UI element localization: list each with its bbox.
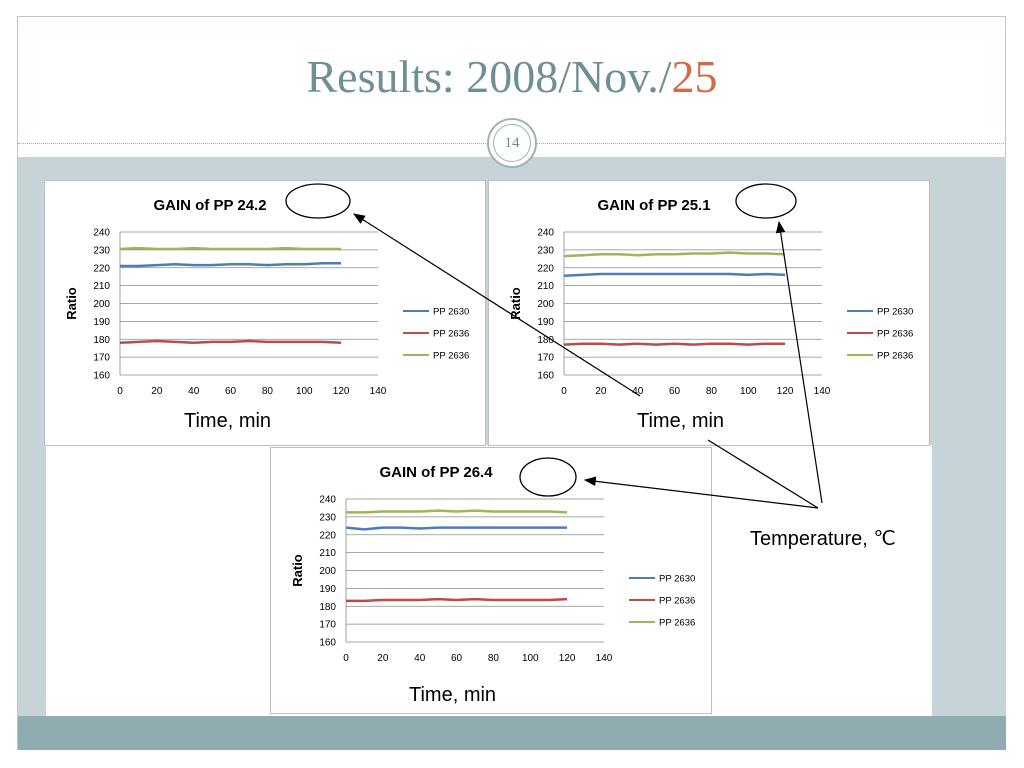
legend-label-2: PP 2636 xyxy=(433,329,469,340)
x-tick-label: 80 xyxy=(488,653,500,664)
legend-label-3: PP 2636 xyxy=(877,351,913,362)
x-tick-label: 20 xyxy=(595,386,607,397)
x-tick-label: 100 xyxy=(296,386,313,397)
y-tick-label: 190 xyxy=(93,317,110,328)
x-tick-label: 40 xyxy=(632,386,644,397)
x-tick-label: 100 xyxy=(522,653,539,664)
x-tick-label: 120 xyxy=(333,386,350,397)
series-line-3 xyxy=(346,509,568,514)
x-tick-label: 140 xyxy=(370,386,387,397)
chart-title: GAIN of PP 25.1 xyxy=(597,197,710,214)
x-tick-label: 0 xyxy=(343,653,349,664)
y-tick-label: 220 xyxy=(537,263,554,274)
legend-label-3: PP 2636 xyxy=(433,351,469,362)
legend-label-1: PP 2630 xyxy=(659,574,695,585)
slide-number-badge: 14 xyxy=(487,118,537,168)
chart-title: GAIN of PP 26.4 xyxy=(379,464,493,481)
y-tick-label: 210 xyxy=(537,281,554,292)
y-tick-label: 220 xyxy=(319,530,336,541)
slide-title: Results: 2008/Nov./25 xyxy=(0,50,1024,103)
series-line-2 xyxy=(346,597,568,603)
arrow-to-chart-2 xyxy=(775,220,823,504)
y-tick-label: 210 xyxy=(93,281,110,292)
series-line-2 xyxy=(119,339,342,345)
chart-gain-pp-1: GAIN of PP 24.2 160 170 180 190 200 210 220 230 2… xyxy=(44,180,486,446)
y-tick-label: 200 xyxy=(537,299,554,310)
y-tick-label: 200 xyxy=(319,566,336,577)
x-tick-label: 80 xyxy=(706,386,718,397)
chart-gain-pp-2: GAIN of PP 25.1 160 170 180 190 200 210 220 230 2… xyxy=(488,180,930,446)
x-tick-label: 40 xyxy=(188,386,200,397)
x-tick-label: 60 xyxy=(225,386,237,397)
chart-title: GAIN of PP 24.2 xyxy=(153,197,266,214)
series-line-3 xyxy=(119,246,342,251)
x-tick-label: 80 xyxy=(262,386,274,397)
x-tick-label: 120 xyxy=(559,653,576,664)
y-tick-label: 240 xyxy=(537,228,554,239)
connector-line xyxy=(707,439,819,509)
x-axis-label-2: Time, min xyxy=(633,410,729,433)
legend-label-1: PP 2630 xyxy=(433,307,469,318)
y-tick-label: 180 xyxy=(537,335,554,346)
y-tick-label: 200 xyxy=(93,299,110,310)
x-tick-label: 20 xyxy=(151,386,163,397)
y-tick-label: 190 xyxy=(537,317,554,328)
arrow-to-chart-3 xyxy=(583,476,819,509)
slide-number: 14 xyxy=(493,124,531,162)
legend-label-2: PP 2636 xyxy=(659,596,695,607)
y-tick-label: 230 xyxy=(319,512,336,523)
legend-label-3: PP 2636 xyxy=(659,618,695,629)
legend-label-1: PP 2630 xyxy=(877,307,913,318)
x-tick-label: 0 xyxy=(561,386,567,397)
y-axis-label: Ratio xyxy=(290,554,305,587)
y-axis-label: Ratio xyxy=(508,287,523,320)
x-tick-label: 60 xyxy=(451,653,463,664)
title-accent: 25 xyxy=(671,51,718,102)
chart-svg-2: GAIN of PP 25.11601701801902002102202302… xyxy=(508,197,913,397)
y-tick-label: 160 xyxy=(93,371,110,382)
title-prefix: Results: 2008/Nov./ xyxy=(306,51,672,102)
x-tick-label: 20 xyxy=(377,653,389,664)
y-tick-label: 160 xyxy=(537,371,554,382)
y-tick-label: 180 xyxy=(93,335,110,346)
y-tick-label: 170 xyxy=(537,353,554,364)
highlight-ellipse-1 xyxy=(285,183,351,219)
y-tick-label: 220 xyxy=(93,263,110,274)
x-tick-label: 140 xyxy=(596,653,613,664)
y-tick-label: 210 xyxy=(319,548,336,559)
x-axis-label-3: Time, min xyxy=(405,684,501,707)
x-tick-label: 60 xyxy=(669,386,681,397)
y-tick-label: 170 xyxy=(319,620,336,631)
y-tick-label: 190 xyxy=(319,584,336,595)
x-tick-label: 100 xyxy=(740,386,757,397)
series-line-1 xyxy=(120,262,342,268)
y-tick-label: 180 xyxy=(319,602,336,613)
y-tick-label: 240 xyxy=(93,228,110,239)
y-tick-label: 160 xyxy=(319,638,336,649)
y-axis-label: Ratio xyxy=(64,287,79,320)
highlight-ellipse-2 xyxy=(735,183,797,219)
x-tick-label: 140 xyxy=(814,386,831,397)
x-tick-label: 0 xyxy=(117,386,123,397)
temperature-annotation: Temperature, ℃ xyxy=(750,528,896,550)
x-axis-label-1: Time, min xyxy=(180,410,276,433)
x-tick-label: 40 xyxy=(414,653,426,664)
y-tick-label: 240 xyxy=(319,495,336,506)
highlight-ellipse-3 xyxy=(519,457,577,497)
y-tick-label: 170 xyxy=(93,353,110,364)
x-tick-label: 120 xyxy=(777,386,794,397)
series-line-3 xyxy=(563,251,786,258)
series-line-1 xyxy=(563,272,786,278)
series-line-2 xyxy=(563,342,786,346)
series-line-1 xyxy=(345,526,568,531)
chart-svg-3: GAIN of PP 26.41601701801902002102202302… xyxy=(290,464,695,664)
legend-label-2: PP 2636 xyxy=(877,329,913,340)
y-tick-label: 230 xyxy=(537,245,554,256)
chart-gain-pp-3: GAIN of PP 26.4 160 170 180 190 200 210 220 230 2… xyxy=(270,447,712,714)
y-tick-label: 230 xyxy=(93,245,110,256)
chart-svg-1: GAIN of PP 24.21601701801902002102202302… xyxy=(64,197,469,397)
arrow-to-chart-1 xyxy=(352,213,641,397)
bottom-band xyxy=(18,716,1006,750)
